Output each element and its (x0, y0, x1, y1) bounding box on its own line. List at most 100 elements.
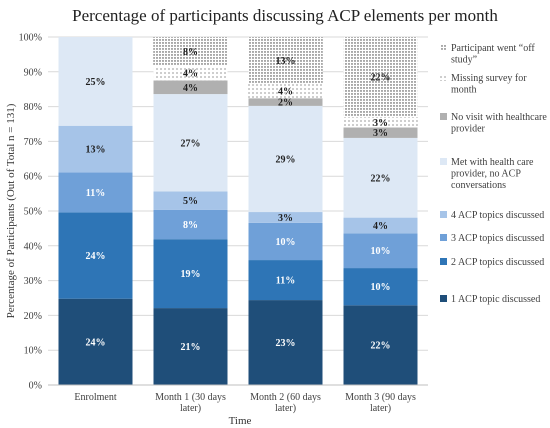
data-label: 25% (86, 77, 106, 88)
bar-segment (58, 212, 133, 299)
data-label: 8% (183, 220, 198, 231)
y-tick-label: 60% (24, 172, 42, 183)
bar-segment (58, 298, 133, 385)
data-label: 11% (86, 188, 105, 199)
data-label: 4% (373, 221, 388, 232)
legend-entry: 3 ACP topics discussed (451, 233, 544, 244)
y-tick-label: 30% (24, 276, 42, 287)
data-label: 2% (278, 98, 293, 109)
legend-swatch (440, 74, 447, 81)
x-tick-label-line: Month 3 (90 days (345, 392, 416, 403)
data-labels: 24% 24% 11% 13% 25% 21% 19% 8% 5% 27% 4% 4% 8% 23% 11%… (86, 47, 391, 353)
bar-segment (153, 308, 228, 385)
legend-swatch (440, 234, 447, 241)
data-label: 19% (181, 269, 201, 280)
y-axis-title: Percentage of Participants (Out of Total… (5, 103, 17, 318)
bar-segment (248, 222, 323, 261)
legend-entry: Met with health care provider, no ACP conv… (451, 157, 534, 191)
bar-segment (343, 305, 418, 385)
data-label: 23% (276, 338, 296, 349)
bar-segment (153, 65, 228, 81)
data-label: 13% (276, 56, 296, 67)
bar-segment (153, 80, 228, 95)
x-tick-label-line: later) (180, 403, 201, 414)
data-label: 3% (373, 128, 388, 139)
legend-swatch (440, 211, 447, 218)
legend-entry-line: 3 ACP topics discussed (451, 233, 544, 244)
bars (58, 37, 418, 385)
bar-segment (343, 268, 418, 306)
bar-segment (248, 98, 323, 106)
bar-segment (153, 209, 228, 240)
legend-entry-line: No visit with healthcare (451, 112, 547, 123)
data-label: 8% (183, 47, 198, 58)
legend: Participant went “off study” Missing surve… (440, 43, 547, 305)
legend-swatch (440, 113, 447, 120)
y-tick-label: 20% (24, 311, 42, 322)
bar-segment (248, 212, 323, 223)
legend-entry: Missing survey for month (451, 73, 527, 96)
bar-segment (343, 233, 418, 269)
legend-entry-line: provider, no ACP (451, 169, 521, 180)
data-label: 10% (276, 237, 296, 248)
legend-entry: Participant went “off study” (451, 43, 535, 66)
legend-swatch (440, 158, 447, 165)
x-tick-label-line: later) (275, 403, 296, 414)
data-label: 24% (86, 337, 106, 348)
x-tick-label-line: Month 2 (60 days (250, 392, 321, 403)
data-label: 29% (276, 154, 296, 165)
bar-segment (343, 137, 418, 218)
x-tick-label: Month 1 (30 days later) (155, 392, 226, 414)
legend-entry-line: Participant went “off (451, 43, 535, 54)
legend-entry: 2 ACP topics discussed (451, 257, 544, 268)
data-label: 13% (86, 145, 106, 156)
data-label: 3% (373, 118, 388, 129)
legend-entry-line: provider (451, 124, 486, 135)
y-tick-label: 0% (29, 381, 42, 392)
x-tick-label: Month 3 (90 days later) (345, 392, 416, 414)
data-label: 22% (371, 341, 391, 352)
y-tick-label: 90% (24, 67, 42, 78)
bar-segment (248, 260, 323, 301)
x-tick-label: Enrolment (74, 392, 116, 403)
x-tick-label-line: Month 1 (30 days (155, 392, 226, 403)
bar-segment (248, 105, 323, 213)
y-tick-label: 80% (24, 102, 42, 113)
bar-segment (58, 37, 133, 126)
legend-entry-line: 4 ACP topics discussed (451, 210, 544, 221)
data-label: 3% (278, 213, 293, 224)
bar-segment (153, 191, 228, 210)
data-label: 24% (86, 251, 106, 262)
legend-entry-line: conversations (451, 180, 506, 191)
x-tick-label: Month 2 (60 days later) (250, 392, 321, 414)
legend-entry-line: Missing survey for (451, 73, 527, 84)
bar-segment (248, 37, 323, 84)
bar-segment (343, 37, 418, 118)
y-tick-label: 100% (19, 33, 42, 44)
legend-entry-line: study” (451, 55, 477, 66)
bar-segment (153, 94, 228, 192)
legend-swatch (440, 295, 447, 302)
bar-segment (153, 37, 228, 66)
y-tick-label: 50% (24, 207, 42, 218)
data-label: 22% (371, 173, 391, 184)
x-tick-label-line: later) (370, 403, 391, 414)
legend-entry: 4 ACP topics discussed (451, 210, 544, 221)
data-label: 22% (371, 73, 391, 84)
data-label: 10% (371, 246, 391, 257)
legend-entry-line: Met with health care (451, 157, 534, 168)
y-tick-label: 40% (24, 241, 42, 252)
bar-segment (58, 125, 133, 173)
bar-segment (58, 172, 133, 213)
data-label: 10% (371, 282, 391, 293)
legend-entry: No visit with healthcare provider (451, 112, 547, 135)
data-label: 11% (276, 276, 295, 287)
y-tick-label: 10% (24, 346, 42, 357)
data-label: 21% (181, 342, 201, 353)
legend-swatch (440, 258, 447, 265)
data-label: 5% (183, 196, 198, 207)
data-label: 4% (278, 86, 293, 97)
legend-entry-line: 1 ACP topic discussed (451, 294, 540, 305)
